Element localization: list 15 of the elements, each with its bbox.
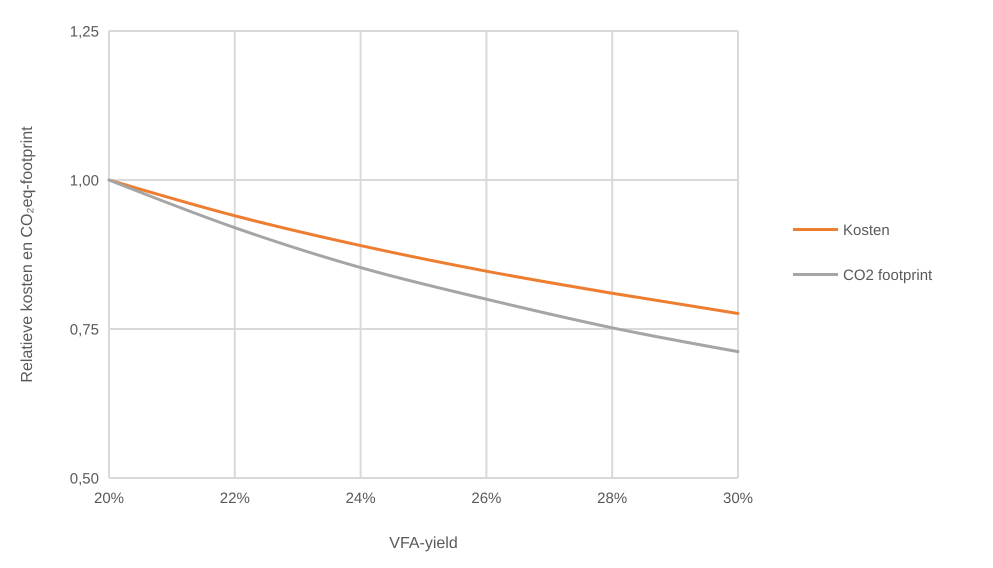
x-tick-label: 28%	[597, 490, 628, 507]
y-tick-label: 1,00	[70, 172, 99, 190]
y-tick-label: 0,75	[70, 321, 99, 338]
x-tick-label: 26%	[471, 490, 502, 507]
x-axis-title: VFA-yield	[389, 535, 458, 552]
y-axis-title: Relatieve kosten en CO₂eq-footprint	[19, 126, 36, 383]
x-tick-label: 24%	[346, 490, 376, 507]
y-tick-label: 0,50	[70, 470, 99, 488]
x-tick-label: 22%	[220, 490, 250, 507]
line-series	[108, 178, 740, 354]
legend-label: CO2 footprint	[843, 266, 934, 284]
x-tick-label: 20%	[94, 490, 124, 507]
legend-label: Kosten	[843, 222, 890, 239]
x-tick-label: 30%	[722, 490, 754, 507]
y-tick-label: 1,25	[70, 23, 99, 40]
